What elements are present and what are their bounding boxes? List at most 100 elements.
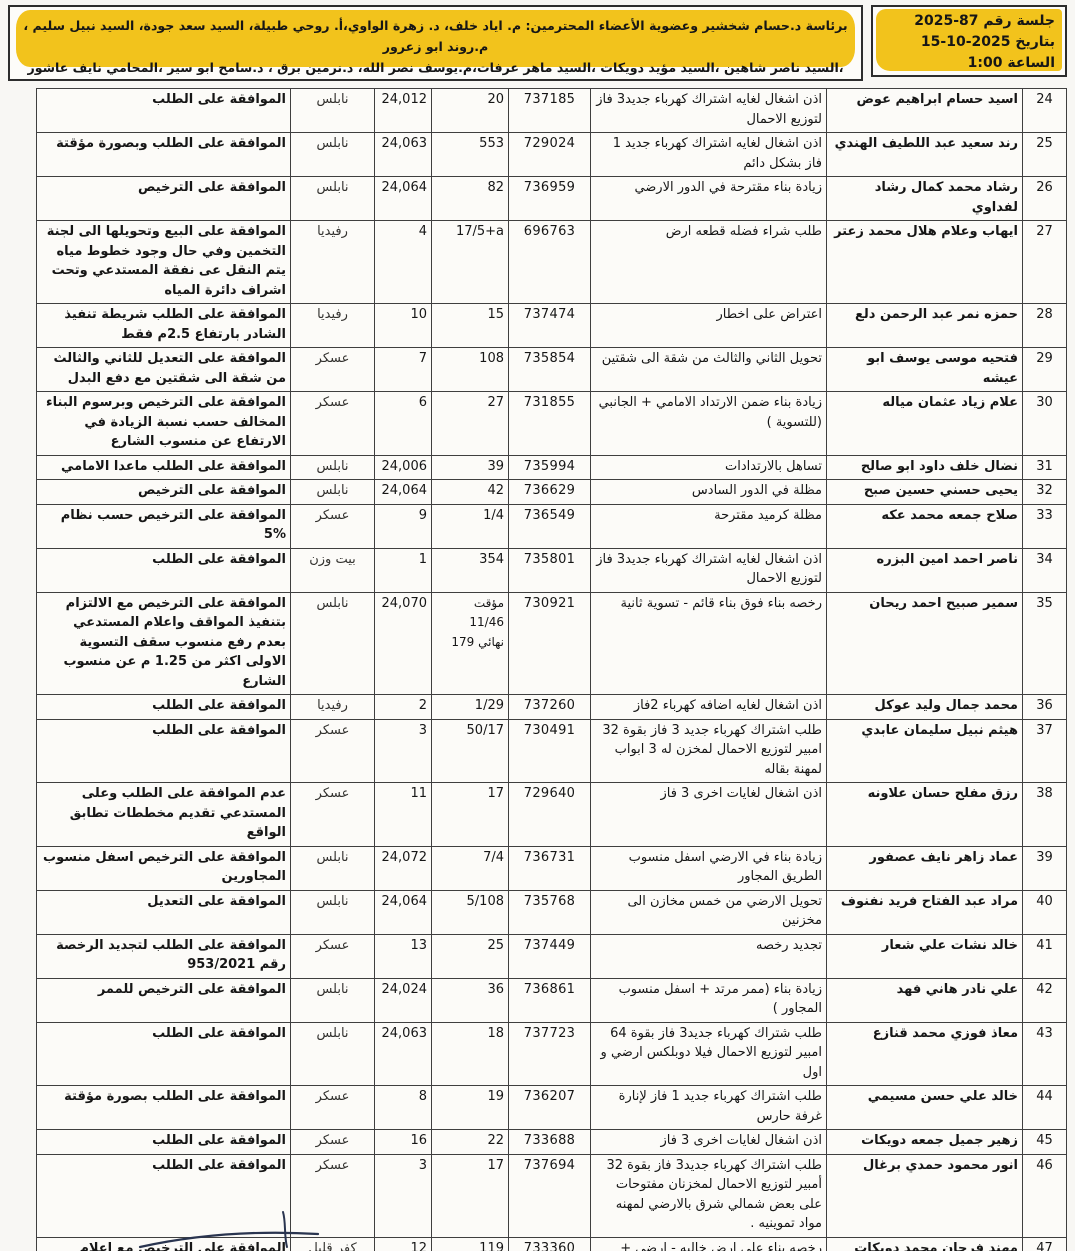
block-number: 6 (374, 391, 432, 456)
applicant-name: رند سعيد عبد اللطيف الهندي (826, 132, 1023, 177)
location: نابلس (290, 845, 375, 891)
parcel-number: 18 (431, 1021, 509, 1086)
location: عسكر (290, 933, 375, 979)
table-row: 27 ايهاب وعلام هلال محمد زعتر طلب شراء فضل… (36, 220, 1067, 304)
decision: الموافقة على الطلب (36, 1021, 291, 1086)
file-number: 737723 (508, 1021, 591, 1086)
applicant-name: ناصر احمد امين البزره (826, 547, 1023, 593)
row-number: 29 (1022, 347, 1067, 392)
request-subject: اذن اشغال لغايه اشتراك كهرباء جديد3 فاز … (590, 547, 827, 593)
request-subject: رخصه بناء على ارض خاليه - ارضي + (اول + … (590, 1236, 827, 1251)
decision: الموافقة على الطلب وبصورة مؤقتة (36, 132, 291, 177)
parcel-number: 17 (431, 782, 509, 847)
request-subject: زيادة بناء مقترحة في الدور الارضي (590, 176, 827, 221)
block-number: 4 (374, 220, 432, 304)
block-number: 24,064 (374, 889, 432, 935)
table-row: 24 اسيد حسام ابراهيم عوض اذن اشغال لغايه ا… (36, 88, 1067, 133)
table-row: 40 مراد عبد الفتاح فريد نفنوف تحويل الارضي… (36, 889, 1067, 935)
location: نابلس (290, 88, 375, 133)
request-subject: مظلة كرميد مقترحة (590, 503, 827, 549)
location: عسكر (290, 1153, 375, 1238)
decision: الموافقة على الترخيص مع اعلام المستدعي ب… (36, 1236, 291, 1251)
location: عسكر (290, 391, 375, 456)
parcel-number: 27 (431, 391, 509, 456)
request-subject: اعتراض على اخطار (590, 303, 827, 348)
highlight-blob (16, 10, 855, 67)
location: عسكر (290, 718, 375, 783)
request-subject: طلب اشتراك كهرباء جديد 1 فاز لإنارة غرفة… (590, 1085, 827, 1130)
file-number: 696763 (508, 220, 591, 304)
applicant-name: مراد عبد الفتاح فريد نفنوف (826, 889, 1023, 935)
attendees-line-2: ،السيد ناصر شاهين ،السيد مؤيد دويكات ،ال… (27, 60, 844, 75)
request-subject: زيادة بناء في الارضي اسفل منسوب الطريق ا… (590, 845, 827, 891)
row-number: 30 (1022, 391, 1067, 456)
request-subject: اذن اشغال لغايات اخرى 3 فاز (590, 782, 827, 847)
applicant-name: علي نادر هاني فهد (826, 977, 1023, 1023)
applicant-name: زهير جميل جمعه دويكات (826, 1129, 1023, 1155)
table-row: 41 خالد نشات علي شعار تجديد رخصه 737449 25 13… (36, 933, 1067, 979)
file-number: 735801 (508, 547, 591, 593)
applicant-name: رزق مفلح حسان علاونه (826, 782, 1023, 847)
request-subject: زيادة بناء (ممر مرتد + اسفل منسوب المجاو… (590, 977, 827, 1023)
parcel-number: 119 (431, 1236, 509, 1251)
applicant-name: اسيد حسام ابراهيم عوض (826, 88, 1023, 133)
decision: الموافقة على التعديل (36, 889, 291, 935)
request-subject: طلب اشتراك كهرباء جديد3 فاز بقوة 32 أمبي… (590, 1153, 827, 1238)
request-subject: اذن اشغال لغايات اخرى 3 فاز (590, 1129, 827, 1155)
request-subject: تحويل الثاني والثالث من شقة الى شقتين (590, 347, 827, 392)
request-subject: تحويل الارضي من خمس مخازن الى مخزنين (590, 889, 827, 935)
block-number: 24,063 (374, 132, 432, 177)
parcel-number: 82 (431, 176, 509, 221)
location: نابلس (290, 454, 375, 480)
file-number: 737449 (508, 933, 591, 979)
applicant-name: نضال خلف داود ابو صالح (826, 454, 1023, 480)
decision: الموافقة على الطلب ماعدا الامامي (36, 454, 291, 480)
parcel-number: 108 (431, 347, 509, 392)
location: رفيديا (290, 694, 375, 720)
request-subject: طلب شتراك كهرباء جديد3 فاز بقوة 64 امبير… (590, 1021, 827, 1086)
file-number: 737474 (508, 303, 591, 348)
location: كفر قليل (290, 1236, 375, 1251)
row-number: 38 (1022, 782, 1067, 847)
block-number: 24,024 (374, 977, 432, 1023)
decision: الموافقة على الطلب (36, 1129, 291, 1155)
table-row: 46 انور محمود حمدي برغال طلب اشتراك كهرباء… (36, 1153, 1067, 1238)
decision: الموافقة على الطلب (36, 694, 291, 720)
attendees-line-1: برئاسة د.حسام شخشير وعضوية الأعضاء المحت… (23, 18, 848, 54)
table-row: 42 علي نادر هاني فهد زيادة بناء (ممر مرتد … (36, 977, 1067, 1023)
file-number: 733360 (508, 1236, 591, 1251)
session-time: الساعة 1:00 (967, 55, 1055, 71)
row-number: 35 (1022, 591, 1067, 695)
applicant-name: عماد زاهر نايف عصفور (826, 845, 1023, 891)
parcel-number: 1/4 (431, 503, 509, 549)
applicant-name: انور محمود حمدي برغال (826, 1153, 1023, 1238)
decision: الموافقة على الطلب (36, 88, 291, 133)
request-subject: مظلة في الدور السادس (590, 479, 827, 505)
applicant-name: حمزه نمر عبد الرحمن دلع (826, 303, 1023, 348)
decision: الموافقة على الطلب (36, 718, 291, 783)
table-row: 29 فتحيه موسى يوسف ابو عيشه تحويل الثاني و… (36, 347, 1067, 392)
location: عسكر (290, 1129, 375, 1155)
block-number: 3 (374, 718, 432, 783)
row-number: 41 (1022, 933, 1067, 979)
location: نابلس (290, 889, 375, 935)
table-row: 36 محمد جمال وليد عوكل اذن اشغال لغايه اضا… (36, 694, 1067, 720)
block-number: 13 (374, 933, 432, 979)
row-number: 34 (1022, 547, 1067, 593)
location: رفيديا (290, 220, 375, 304)
decision: الموافقة على الطلب بصورة مؤقتة (36, 1085, 291, 1130)
row-number: 40 (1022, 889, 1067, 935)
row-number: 46 (1022, 1153, 1067, 1238)
table-row: 32 يحيى حسني حسين صبح مظلة في الدور السادس… (36, 479, 1067, 505)
decision: عدم الموافقة على الطلب وعلى المستدعي تقد… (36, 782, 291, 847)
block-number: 1 (374, 547, 432, 593)
row-number: 36 (1022, 694, 1067, 720)
location: نابلس (290, 132, 375, 177)
parcel-number: 354 (431, 547, 509, 593)
file-number: 730921 (508, 591, 591, 695)
file-number: 736207 (508, 1085, 591, 1130)
decision: الموافقة على التعديل للثاني والثالث من ش… (36, 347, 291, 392)
decision: الموافقة على الترخيص حسب نظام %5 (36, 503, 291, 549)
applicant-name: خالد نشات علي شعار (826, 933, 1023, 979)
row-number: 24 (1022, 88, 1067, 133)
